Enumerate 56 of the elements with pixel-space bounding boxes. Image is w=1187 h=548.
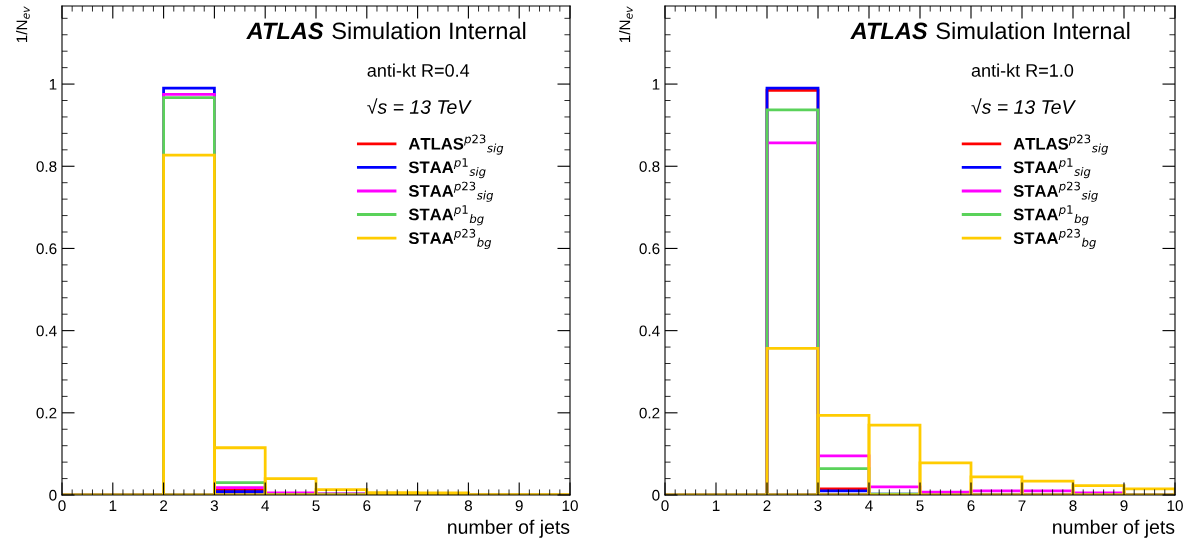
annotation: Simulation Internal [936,21,1130,40]
y-tick-label: 0.8 [639,161,660,172]
legend-label: STAA$^{p23}$$_{sig}$ [1013,181,1098,202]
x-tick-label: 2 [160,500,168,511]
x-tick-label: 8 [1069,500,1077,512]
x-tick-label: 7 [414,500,422,511]
x-tick-label: 7 [1018,500,1026,511]
y-axis-title: 1/N$_{ev}$ [619,6,633,43]
x-tick-label: 9 [1120,500,1128,512]
x-axis-title: number of jets [448,519,570,538]
legend-label: ATLAS$^{p23}$$_{sig}$ [1013,134,1109,155]
x-tick-label: 1 [109,500,117,511]
legend-label: STAA$^{p1}$$_{bg}$ [1013,205,1089,226]
y-tick-label: 0.4 [639,325,660,337]
y-tick-label: 1 [652,79,660,90]
y-tick-label: 0.4 [36,325,57,337]
annotation: ATLAS [246,22,324,40]
legend-label: STAA$^{p1}$$_{bg}$ [408,205,484,226]
x-tick-label: 6 [967,500,975,512]
annotation: anti-kt R=0.4 [367,63,470,77]
y-tick-label: 0.6 [639,243,660,255]
x-tick-label: 6 [363,500,371,512]
x-tick-label: 5 [916,500,924,512]
y-tick-label: 0.2 [639,407,660,419]
legend-label: STAA$^{p1}$$_{sig}$ [1013,158,1091,179]
x-tick-label: 4 [865,500,873,511]
x-tick-label: 5 [312,500,320,512]
x-tick-label: 10 [1167,500,1183,512]
x-tick-label: 2 [763,500,771,511]
y-tick-label: 0.8 [36,161,57,172]
x-tick-label: 10 [562,500,578,512]
x-tick-label: 8 [464,500,472,512]
x-tick-label: 1 [712,500,720,511]
legend-label: STAA$^{p23}$$_{bg}$ [408,228,492,250]
y-tick-label: 0 [652,489,660,501]
x-tick-label: 9 [515,500,523,512]
annotation: √s = 13 TeV [367,98,472,114]
x-tick-label: 3 [814,500,822,512]
annotation: ATLAS [850,22,928,40]
annotation: anti-kt R=1.0 [971,63,1074,77]
y-tick-label: 0 [49,489,57,501]
x-tick-label: 0 [58,500,66,512]
annotation: Simulation Internal [332,21,526,40]
y-tick-label: 0.2 [36,407,57,419]
legend-label: STAA$^{p1}$$_{sig}$ [408,158,486,179]
x-tick-label: 0 [661,500,669,512]
annotation: √s = 13 TeV [971,98,1076,114]
x-tick-label: 4 [261,500,269,511]
y-tick-label: 0.6 [36,243,57,255]
legend-label: ATLAS$^{p23}$$_{sig}$ [408,134,504,155]
x-axis-title: number of jets [1053,519,1175,538]
x-tick-label: 3 [210,500,218,512]
y-tick-label: 1 [49,79,57,90]
y-axis-title: 1/N$_{ev}$ [16,6,30,43]
legend-label: STAA$^{p23}$$_{bg}$ [1013,228,1096,250]
legend-label: STAA$^{p23}$$_{sig}$ [408,181,494,202]
